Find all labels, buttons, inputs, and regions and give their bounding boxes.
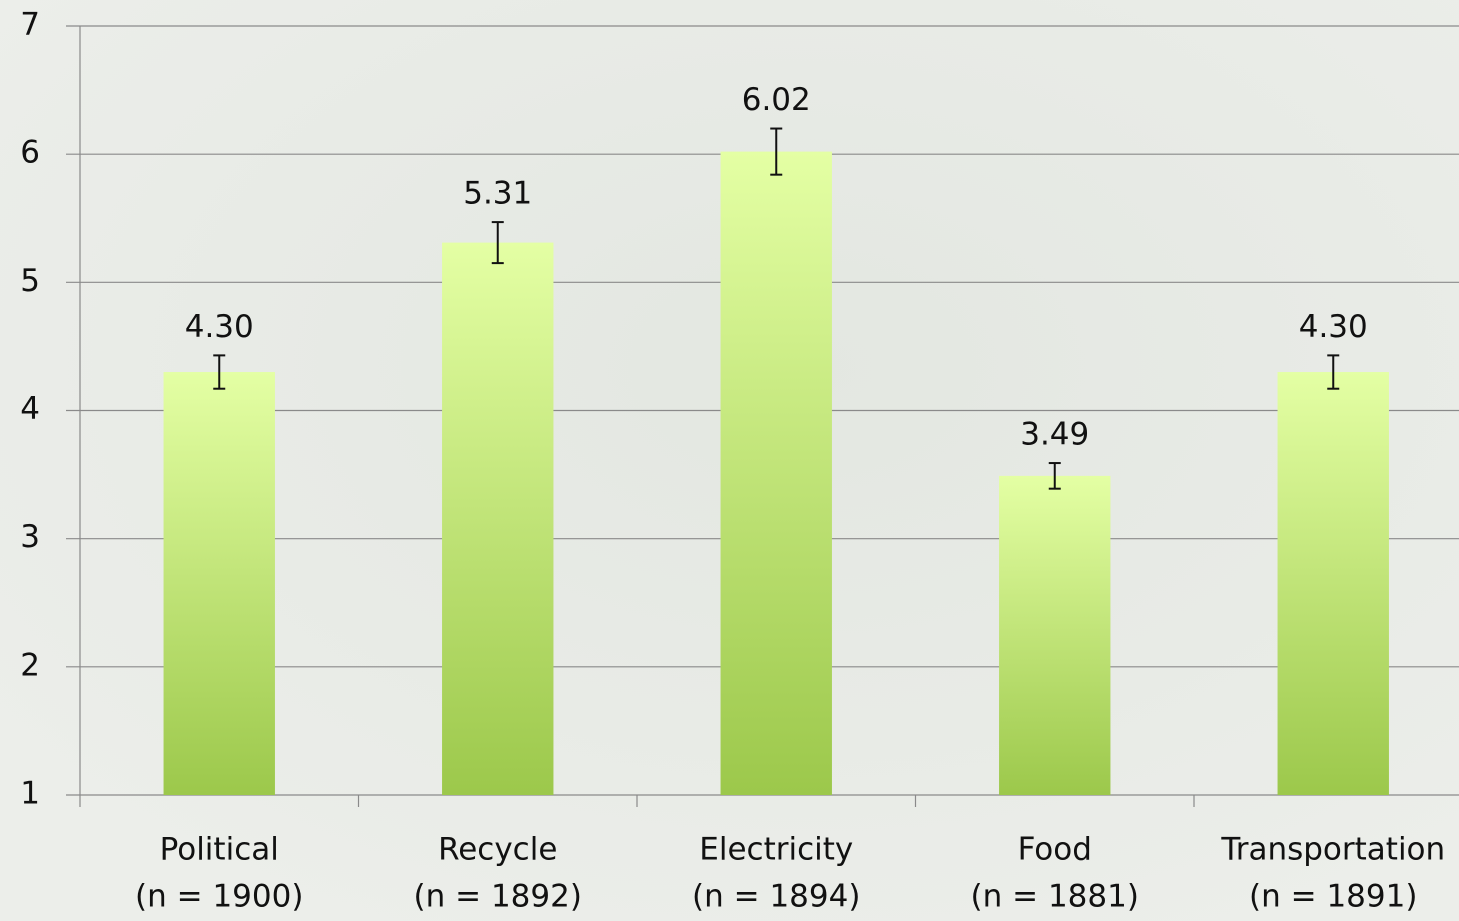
bar <box>720 151 832 795</box>
value-label: 5.31 <box>463 176 532 212</box>
x-tick-label: Electricity <box>699 832 853 868</box>
bar <box>442 242 554 795</box>
x-tick-label: (n = 1900) <box>135 879 303 915</box>
bar <box>1277 372 1389 795</box>
value-label: 3.49 <box>1020 417 1089 453</box>
x-tick-label: (n = 1894) <box>692 879 860 915</box>
bar <box>163 372 275 795</box>
error-bar <box>1048 462 1061 490</box>
error-bar <box>770 127 783 176</box>
value-label: 6.02 <box>742 82 811 118</box>
value-label: 4.30 <box>185 309 254 345</box>
x-tick-label: (n = 1892) <box>414 879 582 915</box>
y-tick-label: 6 <box>20 135 40 171</box>
y-tick-label: 4 <box>20 391 40 427</box>
y-tick-label: 2 <box>20 647 40 683</box>
x-tick-label: Recycle <box>438 832 557 868</box>
y-tick-label: 7 <box>20 7 40 43</box>
bar <box>999 475 1111 795</box>
x-tick-label: Food <box>1018 832 1092 868</box>
x-tick-label: Transportation <box>1220 832 1445 868</box>
y-tick-label: 5 <box>20 263 40 299</box>
error-bar <box>1327 354 1340 390</box>
x-tick-label: Political <box>160 832 279 868</box>
y-tick-label: 3 <box>20 519 40 555</box>
y-tick-label: 1 <box>20 776 40 812</box>
error-bar <box>213 354 226 390</box>
error-bar <box>491 221 504 265</box>
x-tick-label: (n = 1881) <box>971 879 1139 915</box>
value-label: 4.30 <box>1299 309 1368 345</box>
x-tick-label: (n = 1891) <box>1249 879 1417 915</box>
